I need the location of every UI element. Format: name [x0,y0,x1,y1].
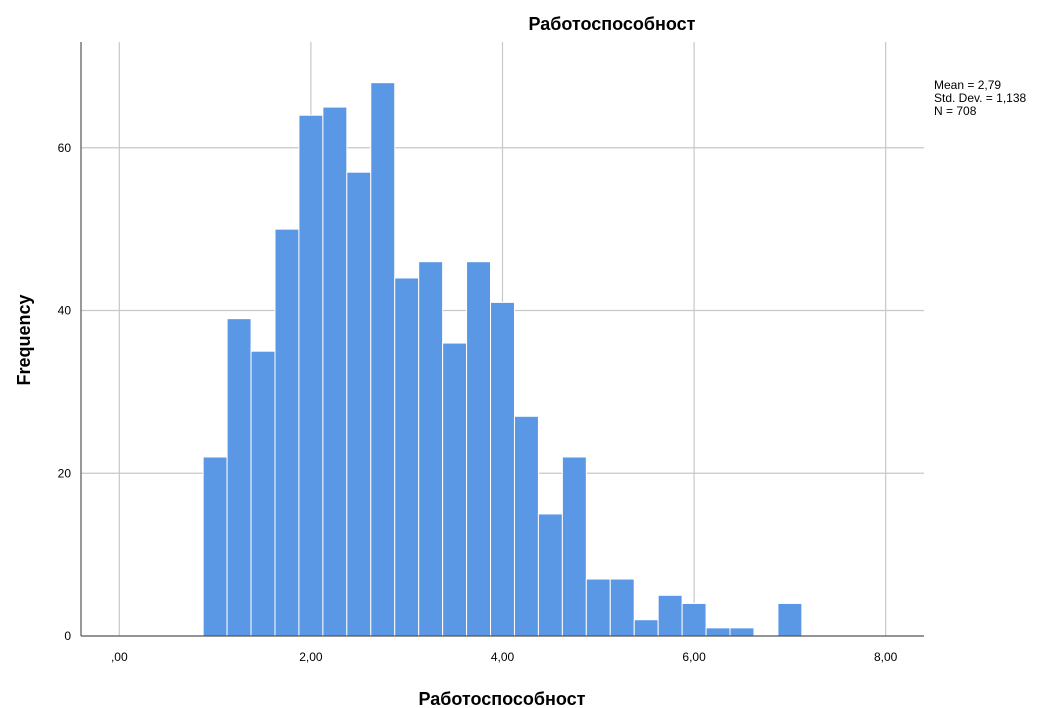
histogram-bar [370,82,396,637]
x-tick-label: 2,00 [299,650,323,664]
y-tick-label: 60 [58,141,72,155]
histogram-bar [513,415,539,637]
axes [80,42,924,637]
y-axis-label: Frequency [14,294,34,385]
x-tick-labels: ,00 2,00 4,00 6,00 8,00 [111,650,898,664]
histogram-bar [777,602,803,637]
stat-n: N = 708 [934,104,977,118]
y-tick-labels: 0 20 40 60 [58,141,72,643]
x-tick-label: ,00 [111,650,128,664]
histogram-bar [394,277,420,637]
y-tick-label: 20 [58,466,72,480]
histogram-bar [609,578,635,637]
histogram-bar [466,261,492,637]
x-tick-label: 6,00 [682,650,706,664]
histogram-bar [681,602,707,637]
histogram-bar [705,627,731,637]
y-tick-label: 0 [64,629,71,643]
histogram-bar [490,301,515,637]
histogram-bar [226,318,252,637]
histogram-bar [561,456,587,637]
histogram-bar [298,114,324,637]
y-tick-label: 40 [58,304,72,318]
histogram-bar [633,619,659,637]
histogram-bar [418,261,444,637]
histogram-bar [202,456,228,637]
histogram-bar [274,228,300,637]
x-tick-label: 4,00 [491,650,515,664]
histogram-bar [537,513,563,637]
histogram-bar [729,627,755,637]
histogram-bar [657,594,683,637]
chart-title: Работоспособност [528,14,695,34]
histogram-bar [585,578,611,637]
histogram-bar [250,350,276,637]
x-tick-label: 8,00 [874,650,898,664]
histogram-bar [346,171,372,637]
statistics-box: Mean = 2,79 Std. Dev. = 1,138 N = 708 [934,78,1026,118]
stat-mean: Mean = 2,79 [934,78,1001,92]
x-axis-label: Работоспособност [418,689,585,708]
histogram-bar [442,342,468,637]
histogram-bar [322,106,348,637]
stat-std-dev: Std. Dev. = 1,138 [934,91,1026,105]
